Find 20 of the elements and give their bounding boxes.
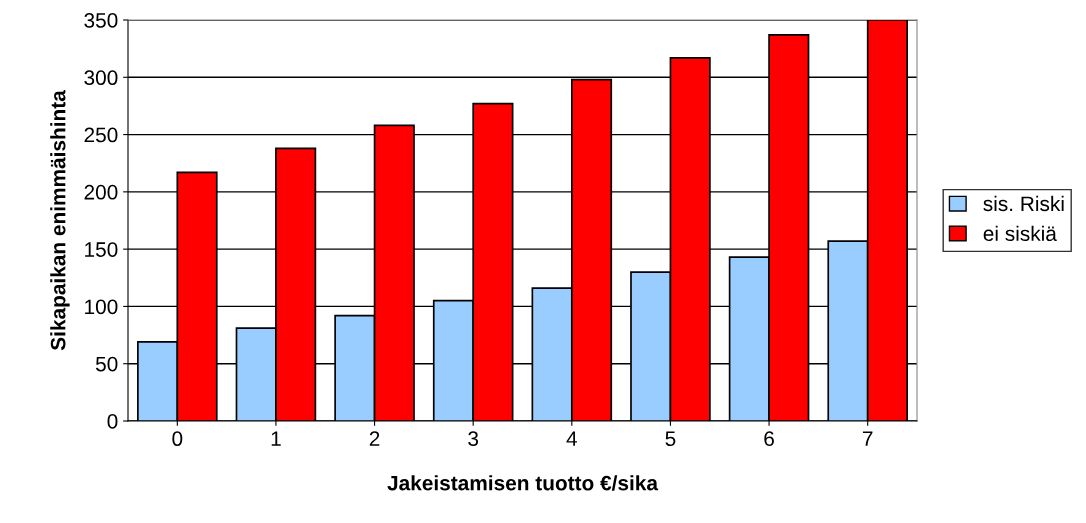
y-tick-label: 100 <box>85 299 118 315</box>
x-tick-label: 7 <box>862 431 873 446</box>
y-tick-label: 350 <box>84 13 118 28</box>
y-tick-label: 200 <box>84 184 118 200</box>
y-axis-title: Sikapaikan enimmäishinta <box>50 90 70 351</box>
x-tick-label: 0 <box>172 431 183 447</box>
legend-label: ei siskiä <box>983 225 1057 242</box>
x-tick-label: 4 <box>566 431 577 446</box>
x-tick-label: 2 <box>369 431 380 446</box>
y-tick-label: 250 <box>84 127 118 143</box>
y-tick-label: 150 <box>85 242 118 257</box>
y-tick-label: 0 <box>107 414 118 429</box>
y-tick-label: 300 <box>84 70 118 86</box>
x-tick-label: 3 <box>468 431 479 447</box>
x-tick-label: 5 <box>665 431 676 447</box>
x-axis-title: Jakeistamisen tuotto €/sika <box>387 475 659 491</box>
x-tick-label: 1 <box>271 431 281 446</box>
y-tick-label: 50 <box>95 356 118 372</box>
legend-label: sis. Riski <box>983 195 1064 212</box>
x-tick-label: 6 <box>764 431 774 447</box>
